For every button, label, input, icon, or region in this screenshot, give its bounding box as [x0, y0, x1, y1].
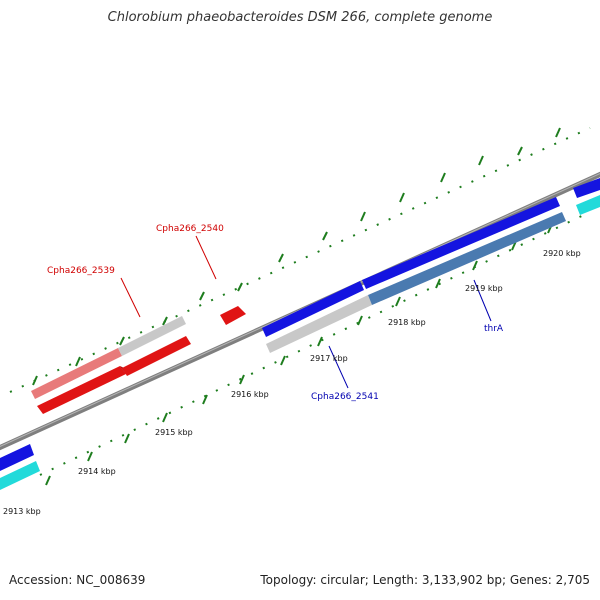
feature-cpha266-2540[interactable] [122, 306, 246, 376]
gene-cpha266-2539-reverse[interactable] [37, 366, 126, 414]
outer-tick-8 [322, 231, 328, 241]
gene-cpha266-2539-bar[interactable] [31, 348, 122, 399]
inner-tick-5 [202, 394, 208, 405]
outer-tick-13 [517, 146, 523, 156]
tick-label-2916: 2916 kbp [231, 390, 269, 399]
map-title: Chlorobium phaeobacteroides DSM 266, com… [107, 10, 493, 25]
inner-major-ticks [45, 223, 553, 486]
outer-tick-2 [75, 356, 81, 367]
inner-tick-2 [87, 451, 93, 462]
leader-thra [473, 279, 492, 322]
inner-tick-3 [124, 433, 130, 444]
outer-tick-12 [478, 155, 484, 166]
inner-track-dots [39, 211, 591, 476]
outer-tick-1 [32, 375, 38, 386]
tick-label-2913: 2913 kbp [3, 507, 41, 516]
gene-label-cpha266-2540[interactable]: Cpha266_2540 [156, 224, 224, 234]
outer-dotted-track [9, 127, 591, 393]
tick-label-2914: 2914 kbp [78, 467, 116, 476]
gene-forward-2[interactable] [362, 197, 560, 289]
inner-tick-10 [395, 296, 401, 307]
accession-text: Accession: NC_008639 [9, 573, 146, 587]
tick-label-2920: 2920 kbp [543, 249, 581, 258]
inner-tick-7 [280, 355, 286, 366]
inner-tick-11 [435, 278, 441, 289]
leader-cpha266-2541 [328, 345, 349, 389]
tick-label-2918: 2918 kbp [388, 318, 426, 327]
tick-label-2917: 2917 kbp [310, 354, 348, 363]
inner-tick-6 [239, 374, 245, 385]
tick-label-2915: 2915 kbp [155, 428, 193, 437]
gene-thra-bar[interactable] [368, 212, 566, 305]
outer-tick-11 [440, 172, 446, 183]
gene-forward-left[interactable] [0, 444, 34, 471]
gene-forward-right[interactable] [573, 178, 600, 198]
feature-cpha266-2541[interactable] [262, 281, 372, 353]
gene-cpha266-2540-small[interactable] [220, 306, 246, 325]
leader-cpha266-2539 [120, 277, 141, 318]
inner-tick-8 [317, 336, 323, 347]
tick-label-2919: 2919 kbp [465, 284, 503, 293]
gene-cpha266-2539-gray-segment[interactable] [118, 316, 186, 356]
outer-tick-3 [119, 336, 125, 346]
outer-tick-10 [399, 192, 405, 203]
genome-summary-text: Topology: circular; Length: 3,133,902 bp… [260, 573, 590, 587]
gene-cpha266-2540-bar[interactable] [122, 336, 191, 376]
inner-tick-9 [357, 315, 363, 326]
inner-dotted-track [39, 211, 591, 476]
inner-tick-12 [472, 260, 478, 271]
gene-forward-1[interactable] [262, 281, 364, 337]
leader-cpha266-2540 [195, 235, 217, 280]
feature-thra[interactable] [362, 197, 566, 305]
outer-tick-14 [555, 127, 561, 138]
inner-tick-1 [45, 475, 51, 486]
gene-label-cpha266-2539[interactable]: Cpha266_2539 [47, 266, 115, 276]
outer-track-dots [9, 127, 591, 393]
gene-cyan-left[interactable] [0, 461, 40, 490]
gene-cpha266-2541-bar[interactable] [266, 295, 372, 353]
feature-cpha266-2539[interactable] [31, 316, 186, 414]
outer-tick-4 [162, 316, 168, 326]
gene-label-cpha266-2541[interactable]: Cpha266_2541 [311, 392, 379, 402]
gene-label-thra[interactable]: thrA [484, 324, 504, 334]
outer-major-ticks [32, 127, 561, 386]
inner-tick-4 [162, 412, 168, 423]
outer-tick-6 [237, 282, 243, 292]
outer-tick-9 [360, 211, 366, 222]
gene-cyan-right[interactable] [576, 195, 600, 215]
outer-tick-7 [278, 253, 284, 263]
outer-tick-5 [199, 291, 205, 301]
